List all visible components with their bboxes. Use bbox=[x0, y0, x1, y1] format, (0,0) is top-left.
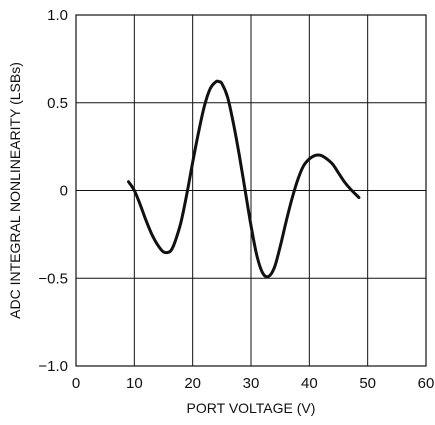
plot-frame bbox=[75, 14, 427, 367]
series-line-inl bbox=[127, 79, 361, 279]
x-tick-label: 40 bbox=[301, 375, 318, 392]
x-tick-label: 10 bbox=[126, 375, 143, 392]
x-tick-label: 0 bbox=[72, 375, 80, 392]
y-tick-label: 0.5 bbox=[47, 95, 68, 112]
y-tick-label: −1.0 bbox=[38, 358, 68, 375]
x-tick-label: 60 bbox=[418, 375, 435, 392]
x-axis-label: PORT VOLTAGE (V) bbox=[187, 400, 316, 416]
grid bbox=[76, 15, 426, 366]
x-tick-label: 50 bbox=[359, 375, 376, 392]
x-tick-label: 30 bbox=[243, 375, 260, 392]
tick-labels: 0 10 20 30 40 50 60 −1.0 −0.5 0 0.5 1.0 bbox=[38, 7, 434, 392]
x-tick-label: 20 bbox=[184, 375, 201, 392]
y-tick-label: −0.5 bbox=[38, 270, 68, 287]
y-tick-label: 1.0 bbox=[47, 7, 68, 24]
y-tick-label: 0 bbox=[60, 183, 68, 200]
y-axis-label: ADC INTEGRAL NONLINEARITY (LSBs) bbox=[7, 62, 23, 319]
series-layer bbox=[127, 79, 361, 279]
